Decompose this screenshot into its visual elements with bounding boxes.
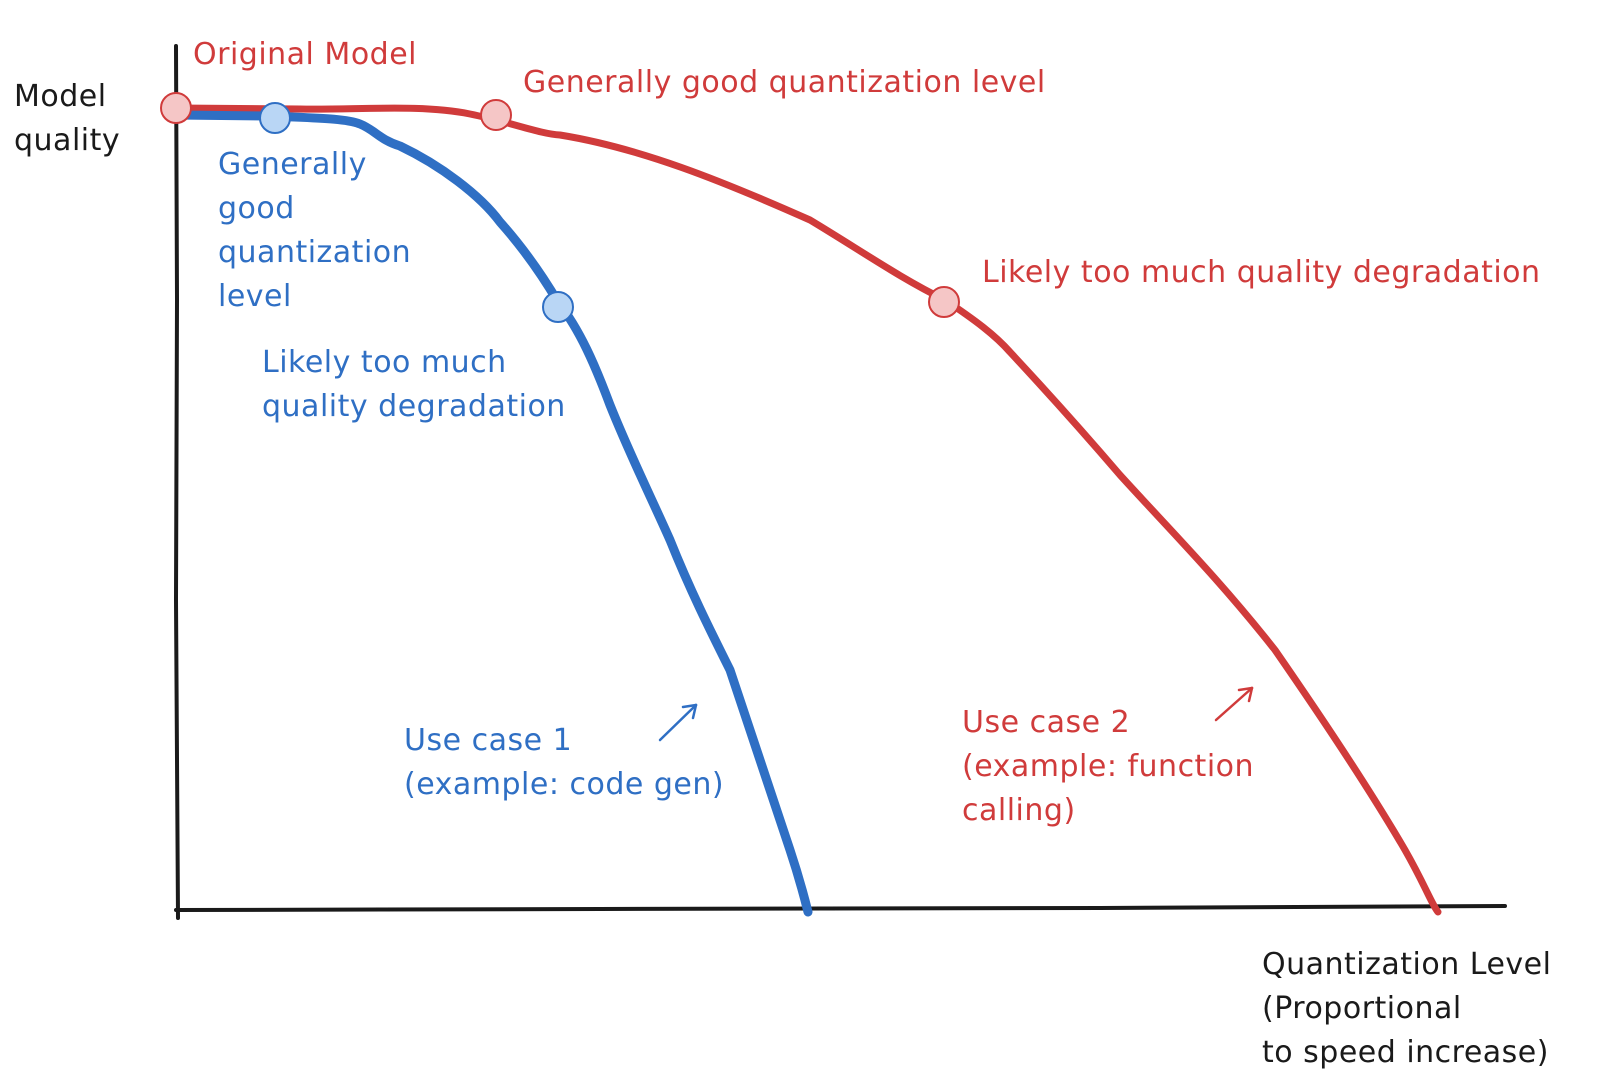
use-case-2-arrow xyxy=(1214,686,1254,722)
use-case-2-label-line: (example: function xyxy=(962,749,1254,784)
use-case-2-label-line: Use case 2 xyxy=(962,705,1130,740)
use-case-1-degradation-label-line: quality degradation xyxy=(262,389,566,424)
y-axis-label-line: quality xyxy=(14,123,120,158)
use-case-2-degradation-point xyxy=(928,286,960,318)
use-case-1-good-label-line: level xyxy=(218,279,292,314)
use-case-1-good-label-line: good xyxy=(218,191,295,226)
use-case-1-good-label-line: quantization xyxy=(218,235,411,270)
x-axis-label-line: Quantization Level xyxy=(1262,947,1551,982)
original-model-point xyxy=(160,92,192,124)
y-axis-label: Model quality xyxy=(14,79,120,158)
y-axis xyxy=(173,44,180,920)
use-case-1-label: Use case 1 (example: code gen) xyxy=(404,723,724,802)
use-case-2-curve xyxy=(172,104,1442,916)
use-case-2-good-point xyxy=(480,99,512,131)
use-case-2-label-line: calling) xyxy=(962,793,1076,828)
x-axis-label-line: (Proportional xyxy=(1262,991,1462,1026)
x-axis-label: Quantization Level (Proportional to spee… xyxy=(1262,947,1562,1070)
x-axis xyxy=(174,904,1507,912)
use-case-2-good-label: Generally good quantization level xyxy=(523,65,1046,100)
use-case-1-good-label: Generally good quantization level xyxy=(218,147,421,314)
use-case-1-label-line: (example: code gen) xyxy=(404,767,724,802)
y-axis-label-line: Model xyxy=(14,79,107,114)
use-case-1-degradation-point xyxy=(542,291,574,323)
use-case-1-curve xyxy=(171,110,813,917)
original-model-label: Original Model xyxy=(193,37,417,72)
x-axis-label-line: to speed increase) xyxy=(1262,1035,1549,1070)
use-case-1-degradation-label-line: Likely too much xyxy=(262,345,507,380)
use-case-1-good-point xyxy=(259,102,291,134)
use-case-1-good-label-line: Generally xyxy=(218,147,367,182)
use-case-2-degradation-label: Likely too much quality degradation xyxy=(982,255,1541,290)
use-case-1-label-line: Use case 1 xyxy=(404,723,572,758)
use-case-1-arrow xyxy=(658,703,698,742)
use-case-2-label: Use case 2 (example: function calling) xyxy=(962,705,1264,828)
use-case-1-degradation-label: Likely too much quality degradation xyxy=(262,345,566,424)
